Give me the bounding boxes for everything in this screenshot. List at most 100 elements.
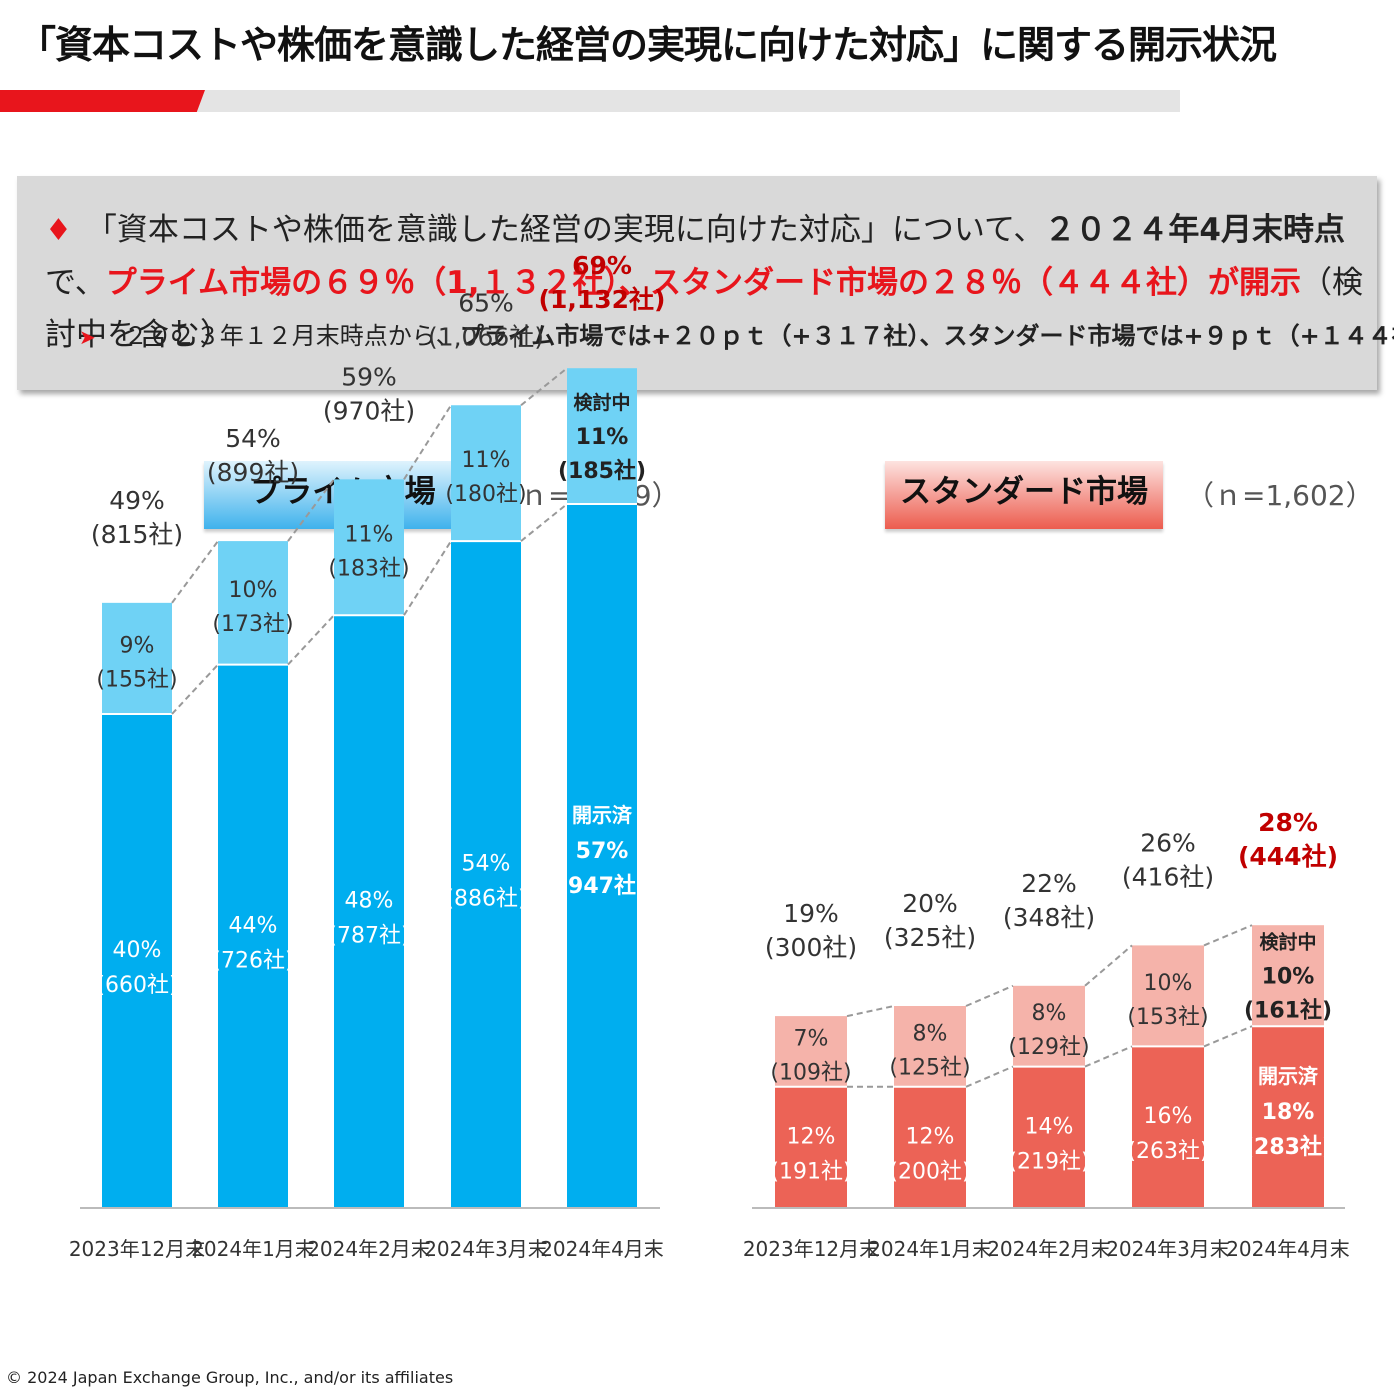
std-total-count: (348社) [1003,903,1095,932]
std-total-count: (416社) [1122,862,1214,891]
summary-bullet: ♦ 「資本コストや株価を意識した経営の実現に向けた対応」について、２０２４年4月末… [45,204,1365,361]
prime-considering-label: 9% [120,633,155,658]
title-underline-bar [0,90,1180,112]
std-disclosed-label: 12% [906,1124,955,1149]
sub-bold: プライム市場では+２０ｐｔ（+３１７社）、スタンダード市場では+９ｐｔ（+１４４… [459,322,1394,350]
prime-total-label: 49% [109,486,165,515]
std-total-count: (444社) [1238,842,1338,871]
prime-bar-disclosed [567,504,637,1208]
prime-bar-disclosed [451,541,521,1208]
arrow-bullet-icon: ➤ [79,325,96,349]
std-category-label: 2024年3月末 [1106,1237,1230,1261]
prime-considering-count: (155社) [96,667,177,692]
prime-bar-considering [451,405,521,542]
bullet-post: （検討中を含む） [45,265,1363,353]
std-bar-disclosed [1132,1046,1204,1208]
std-bar-considering [1132,945,1204,1047]
bullet-date: ２０２４年4月末時点 [1044,212,1346,248]
std-category-label: 2024年4月末 [1226,1237,1350,1261]
prime-total-count: (815社) [91,520,183,549]
std-disclosed-name: 開示済 [1258,1064,1319,1088]
std-total-label: 19% [783,899,839,928]
prime-considering-count: (180社) [445,482,526,507]
prime-bar-considering [567,368,637,505]
prime-bar-considering [102,602,172,714]
std-total-label: 28% [1258,808,1318,837]
prime-considering-label: 11% [576,425,629,450]
std-bar-disclosed [1252,1026,1324,1208]
std-considering-count: (109社) [770,1060,851,1085]
prime-total-label: 59% [341,362,397,391]
diamond-bullet-icon: ♦ [45,213,72,248]
prime-total-count: (899社) [207,458,299,487]
std-bar-disclosed [775,1086,847,1208]
prime-connector-disclosed [287,614,335,666]
std-disclosed-label: 12% [787,1124,836,1149]
prime-category-label: 2024年1月末 [191,1237,315,1261]
prime-connector-disclosed [171,663,219,715]
prime-disclosed-name: 開示済 [572,803,633,827]
prime-considering-name: 検討中 [573,391,630,414]
prime-considering-label: 10% [229,578,278,603]
prime-total-label: 54% [225,424,281,453]
prime-category-label: 2023年12月末 [69,1237,205,1261]
std-connector-disclosed [1084,1045,1133,1068]
prime-total-label: 69% [572,251,632,280]
prime-considering-label: 11% [345,522,394,547]
std-considering-name: 検討中 [1259,931,1316,954]
prime-disclosed-label: 48% [345,889,394,914]
title-bar-red [0,90,205,112]
prime-bar-considering [218,541,288,665]
prime-considering-count: (185社) [558,458,646,484]
std-considering-count: (161社) [1244,998,1332,1024]
std-disclosed-label: 16% [1144,1104,1193,1129]
std-total-count: (325社) [884,923,976,952]
std-considering-label: 10% [1262,965,1315,990]
prime-disclosed-count: (787社) [328,924,409,949]
std-disclosed-count: (191社) [770,1159,851,1184]
prime-disclosed-label: 44% [229,913,278,938]
std-considering-label: 10% [1144,971,1193,996]
std-connector-disclosed [965,1065,1014,1088]
prime-bar-disclosed [218,664,288,1208]
std-connector-disclosed [1203,1025,1253,1048]
std-considering-label: 8% [1032,1001,1067,1026]
title-bar-grey [194,90,1180,112]
std-bar-disclosed [894,1086,966,1208]
sub-pre: ２０２３年１２月末時点から、 [123,322,460,350]
prime-bar-disclosed [334,615,404,1208]
bullet-highlight: プライム市場の６９％（1,１３２社）、スタンダード市場の２８％（４４４社）が開示 [105,265,1301,301]
std-bar-considering [775,1016,847,1087]
prime-disclosed-label: 40% [113,938,162,963]
standard-market-badge: スタンダード市場 [885,461,1163,529]
prime-connector-total [403,404,452,480]
prime-bar-considering [334,479,404,616]
std-considering-label: 7% [794,1026,829,1051]
std-total-label: 20% [902,889,958,918]
prime-connector-total [171,540,219,604]
prime-considering-label: 11% [462,448,511,473]
prime-connector-disclosed [520,503,568,542]
std-total-label: 22% [1021,869,1077,898]
std-disclosed-count: (200社) [889,1159,970,1184]
std-considering-label: 8% [913,1021,948,1046]
std-total-label: 26% [1140,828,1196,857]
std-bar-disclosed [1013,1066,1085,1208]
prime-considering-count: (173社) [212,612,293,637]
summary-box: ♦ 「資本コストや株価を意識した経営の実現に向けた対応」について、２０２４年4月末… [17,176,1394,390]
std-bar-considering [1252,925,1324,1027]
std-disclosed-count: (219社) [1008,1149,1089,1174]
prime-connector-disclosed [403,540,452,616]
std-total-count: (300社) [765,933,857,962]
prime-disclosed-count: (660社) [96,973,177,998]
std-connector-total [1084,944,1133,987]
prime-considering-count: (183社) [328,556,409,581]
standard-sample-size: （ｎ=1,602） [1186,479,1374,512]
std-considering-count: (153社) [1127,1005,1208,1030]
std-considering-count: (129社) [1008,1035,1089,1060]
prime-total-label: 65% [458,288,514,317]
prime-connector-total [520,367,568,407]
summary-sub-bullet: ➤ ２０２３年１２月末時点から、プライム市場では+２０ｐｔ（+３１７社）、スタンダ… [79,316,1394,351]
prime-total-count: (970社) [323,396,415,425]
